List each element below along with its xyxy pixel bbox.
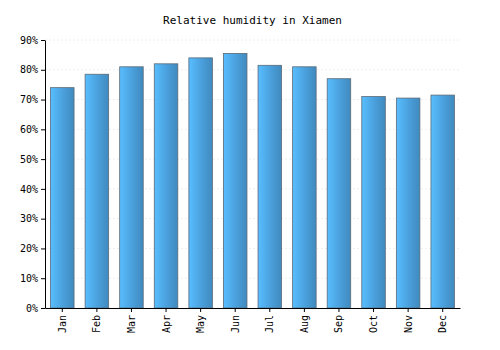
x-tick-mark (166, 308, 167, 312)
y-tick: 40% (20, 184, 45, 195)
plot: 0% 10% 20% 30% 40% 50% 60% 70% 80% 90% Jan Feb Mar Ap… (20, 35, 461, 333)
bar (120, 67, 144, 308)
grid-line (45, 40, 460, 41)
y-axis: 0% 10% 20% 30% 40% 50% 60% 70% 80% 90% (20, 35, 46, 314)
bar (293, 67, 317, 308)
x-tick-mark (304, 308, 305, 312)
y-tick: 90% (20, 35, 45, 46)
x-tick: Jan (57, 308, 68, 333)
x-tick-label: Jun (230, 315, 241, 333)
y-tick: 70% (20, 94, 45, 105)
y-tick: 20% (20, 243, 45, 254)
y-tick-mark (41, 308, 45, 309)
bar (51, 88, 75, 308)
bar (396, 98, 420, 308)
y-tick-label: 70% (20, 94, 38, 105)
x-tick: Feb (91, 308, 102, 333)
bar (327, 79, 351, 308)
x-tick-mark (131, 308, 132, 312)
bar (431, 95, 455, 308)
bar (85, 74, 109, 308)
grid-line (45, 69, 460, 70)
x-tick-label: Jul (264, 315, 275, 333)
x-tick: Jun (230, 308, 241, 333)
y-tick-label: 60% (20, 124, 38, 135)
x-tick-mark (442, 308, 443, 312)
x-tick-label: May (195, 315, 206, 333)
y-tick: 50% (20, 154, 45, 165)
y-tick-mark (41, 248, 45, 249)
y-tick-label: 90% (20, 35, 38, 46)
x-tick: Apr (161, 308, 172, 333)
y-tick-mark (41, 40, 45, 41)
bar (154, 64, 178, 308)
x-tick-mark (200, 308, 201, 312)
y-tick: 60% (20, 124, 45, 135)
x-tick: May (195, 308, 206, 333)
x-tick-mark (235, 308, 236, 312)
x-tick-label: Feb (91, 315, 102, 333)
y-tick: 10% (20, 273, 45, 284)
y-axis-line (45, 41, 46, 309)
x-tick-label: Apr (161, 315, 172, 333)
y-tick-label: 10% (20, 273, 38, 284)
y-tick-mark (41, 278, 45, 279)
x-tick-label: Dec (437, 315, 448, 333)
y-tick: 30% (20, 213, 45, 224)
x-tick-label: Nov (403, 315, 414, 333)
x-tick-mark (373, 308, 374, 312)
title: Relative humidity in Xiamen (163, 14, 342, 27)
x-tick: Sep (333, 308, 344, 333)
bar (362, 97, 386, 308)
x-tick-mark (96, 308, 97, 312)
y-tick-label: 30% (20, 213, 38, 224)
y-tick-mark (41, 100, 45, 101)
y-tick-label: 40% (20, 184, 38, 195)
x-axis-line (46, 308, 461, 309)
y-tick: 0% (26, 303, 45, 314)
bar (189, 58, 213, 308)
x-tick-mark (338, 308, 339, 312)
bar (223, 53, 247, 308)
y-tick-mark (41, 70, 45, 71)
grid (45, 40, 460, 308)
x-tick-label: Aug (299, 315, 310, 333)
x-tick-label: Jan (57, 315, 68, 333)
y-tick-mark (41, 219, 45, 220)
y-tick-label: 0% (26, 303, 38, 314)
bar (258, 65, 282, 308)
x-axis: Jan Feb Mar Apr May Jun Jul Aug Sep Oct Nov Dec (46, 308, 461, 333)
y-tick-mark (41, 189, 45, 190)
y-tick-label: 80% (20, 64, 38, 75)
x-tick: Mar (126, 308, 137, 333)
y-tick-mark (41, 159, 45, 160)
x-tick: Jul (264, 308, 275, 333)
y-tick-mark (41, 129, 45, 130)
x-tick-label: Sep (333, 315, 344, 333)
y-tick-label: 50% (20, 154, 38, 165)
x-tick-label: Mar (126, 315, 137, 333)
chart: Relative humidity in Xiamen 0% 10% 20% 30% 40… (0, 0, 500, 350)
x-tick-mark (408, 308, 409, 312)
x-tick-mark (269, 308, 270, 312)
x-tick: Aug (299, 308, 310, 333)
y-tick: 80% (20, 64, 45, 75)
y-tick-label: 20% (20, 243, 38, 254)
x-tick: Nov (403, 308, 414, 333)
x-tick: Oct (368, 308, 379, 333)
x-tick: Dec (437, 308, 448, 333)
x-tick-label: Oct (368, 315, 379, 333)
bars (51, 53, 455, 308)
x-tick-mark (62, 308, 63, 312)
